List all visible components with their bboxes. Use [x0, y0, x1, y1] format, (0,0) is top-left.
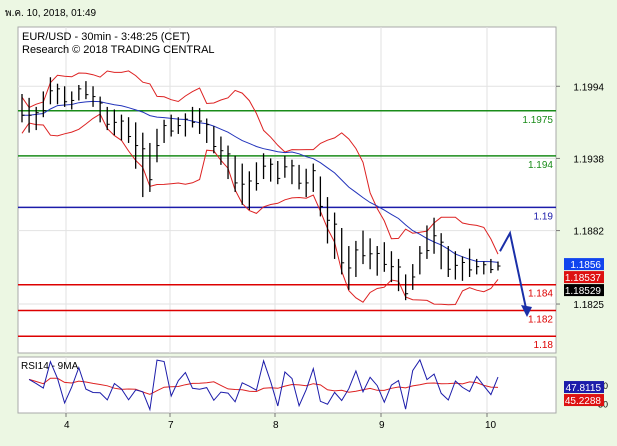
main-plot-area	[17, 26, 557, 354]
y-tick-label: 1.1882	[573, 227, 604, 238]
level-label: 1.184	[528, 289, 553, 300]
rsi-title: RSI14 - 9MA	[21, 361, 79, 372]
price-tag-label: 1.1856	[570, 260, 601, 271]
price-tags: 1.1856 1.18537 1.18529 47.8115 45.2288	[564, 258, 604, 407]
rsi-ma-line	[28, 377, 499, 395]
price-tag-box	[564, 271, 604, 284]
x-tick-label: 10	[485, 420, 497, 431]
grid-lines	[18, 27, 556, 413]
price-tag-label: 1.18537	[565, 273, 602, 284]
level-label: 1.194	[528, 160, 553, 171]
rsi-lines	[28, 358, 499, 412]
level-label: 1.1975	[522, 115, 553, 126]
y-tick-label: 1.1938	[573, 154, 604, 165]
y-tick-label: 1.1825	[573, 300, 604, 311]
x-tick-label: 4	[64, 420, 70, 431]
forecast-path	[499, 230, 528, 314]
rsi-line	[28, 358, 499, 412]
level-label: 1.19	[534, 211, 554, 222]
price-bars	[21, 77, 501, 301]
price-tag-box	[564, 258, 604, 271]
rsi-tag-box	[564, 381, 604, 394]
rsi-tag-box	[564, 394, 604, 407]
rsi-plot-area	[17, 356, 557, 414]
forecast-arrow	[499, 230, 532, 318]
moving-average	[22, 100, 499, 263]
x-tick-label: 9	[379, 420, 385, 431]
bollinger-bands	[21, 70, 499, 306]
x-tick-label: 8	[273, 420, 279, 431]
bollinger-upper	[21, 70, 499, 255]
x-tick-label: 7	[168, 420, 174, 431]
y-tick-label: 1.1994	[573, 82, 604, 93]
chart-subtitle: Research © 2018 TRADING CENTRAL	[22, 44, 215, 56]
rsi-tag-label: 47.8115	[566, 383, 602, 394]
forecast-arrowhead	[521, 305, 532, 318]
chart-title: EUR/USD - 30min - 3:48:25 (CET)	[22, 31, 190, 43]
price-tag-label: 1.18529	[565, 286, 602, 297]
bollinger-lower	[21, 113, 499, 306]
rsi-tag-label: 45.2288	[565, 396, 602, 407]
level-label: 1.18	[534, 340, 554, 351]
level-label: 1.182	[528, 314, 553, 325]
price-tag-box	[564, 284, 604, 297]
timestamp: พ.ค. 10, 2018, 01:49	[5, 8, 97, 19]
